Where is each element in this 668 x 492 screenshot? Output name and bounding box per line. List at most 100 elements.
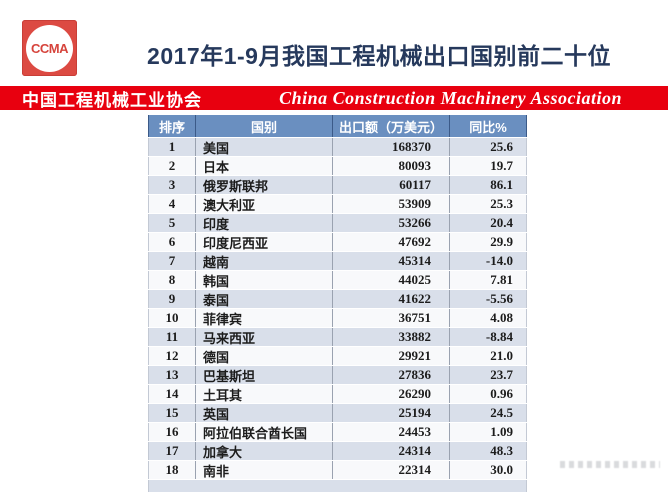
- country-cell: 土耳其: [196, 385, 333, 403]
- export-value-cell: 27836: [333, 366, 450, 384]
- rank-cell: 8: [148, 271, 196, 289]
- yoy-cell: 29.9: [450, 233, 527, 251]
- rank-cell: 6: [148, 233, 196, 251]
- table-body: 1 美国 168370 25.6 2 日本 80093 19.7 3 俄罗斯联邦 60117 86.1…: [148, 138, 527, 479]
- export-value-cell: 29921: [333, 347, 450, 365]
- export-value-cell: 47692: [333, 233, 450, 251]
- export-value-cell: 26290: [333, 385, 450, 403]
- rank-cell: 7: [148, 252, 196, 270]
- table-row: 1 美国 168370 25.6: [148, 138, 527, 156]
- export-value-cell: 33882: [333, 328, 450, 346]
- header-country: 国别: [196, 115, 333, 137]
- header-export-value: 出口额（万美元）: [333, 115, 450, 137]
- ccma-logo: CCMA: [22, 20, 77, 76]
- table-row: 5 印度 53266 20.4: [148, 214, 527, 232]
- yoy-cell: 48.3: [450, 442, 527, 460]
- table-row: 18 南非 22314 30.0: [148, 461, 527, 479]
- association-banner: 中国工程机械工业协会 China Construction Machinery …: [0, 86, 668, 110]
- country-cell: 巴基斯坦: [196, 366, 333, 384]
- table-row: 10 菲律宾 36751 4.08: [148, 309, 527, 327]
- rank-cell: 9: [148, 290, 196, 308]
- header-rank: 排序: [148, 115, 196, 137]
- country-cell: 越南: [196, 252, 333, 270]
- rank-cell: 5: [148, 214, 196, 232]
- yoy-cell: 1.09: [450, 423, 527, 441]
- export-value-cell: 53909: [333, 195, 450, 213]
- table-row: 12 德国 29921 21.0: [148, 347, 527, 365]
- country-cell: 韩国: [196, 271, 333, 289]
- country-cell: 德国: [196, 347, 333, 365]
- ccma-logo-circle: CCMA: [26, 24, 73, 72]
- ccma-logo-text: CCMA: [31, 40, 69, 56]
- association-name-chinese: 中国工程机械工业协会: [22, 90, 202, 110]
- country-cell: 英国: [196, 404, 333, 422]
- country-cell: 马来西亚: [196, 328, 333, 346]
- table-row: 7 越南 45314 -14.0: [148, 252, 527, 270]
- export-value-cell: 53266: [333, 214, 450, 232]
- yoy-cell: 25.3: [450, 195, 527, 213]
- export-value-cell: 45314: [333, 252, 450, 270]
- rank-cell: 17: [148, 442, 196, 460]
- yoy-cell: 24.5: [450, 404, 527, 422]
- yoy-cell: -5.56: [450, 290, 527, 308]
- country-cell: 俄罗斯联邦: [196, 176, 333, 194]
- yoy-cell: 30.0: [450, 461, 527, 479]
- export-value-cell: 36751: [333, 309, 450, 327]
- country-cell: 日本: [196, 157, 333, 175]
- export-value-cell: 25194: [333, 404, 450, 422]
- yoy-cell: -8.84: [450, 328, 527, 346]
- rank-cell: 3: [148, 176, 196, 194]
- yoy-cell: 0.96: [450, 385, 527, 403]
- rank-cell: 4: [148, 195, 196, 213]
- country-cell: 泰国: [196, 290, 333, 308]
- table-row: 16 阿拉伯联合酋长国 24453 1.09: [148, 423, 527, 441]
- yoy-cell: 25.6: [450, 138, 527, 156]
- watermark-artifact: [560, 461, 660, 468]
- country-cell: 澳大利亚: [196, 195, 333, 213]
- export-ranking-table: 排序 国别 出口额（万美元） 同比% 1 美国 168370 25.6 2 日本 80093…: [148, 115, 527, 492]
- table-row: 17 加拿大 24314 48.3: [148, 442, 527, 460]
- export-value-cell: 22314: [333, 461, 450, 479]
- yoy-cell: 20.4: [450, 214, 527, 232]
- rank-cell: 2: [148, 157, 196, 175]
- rank-cell: 12: [148, 347, 196, 365]
- rank-cell: 18: [148, 461, 196, 479]
- table-row: 4 澳大利亚 53909 25.3: [148, 195, 527, 213]
- rank-cell: 10: [148, 309, 196, 327]
- country-cell: 菲律宾: [196, 309, 333, 327]
- export-value-cell: 24314: [333, 442, 450, 460]
- export-value-cell: 44025: [333, 271, 450, 289]
- table-header-row: 排序 国别 出口额（万美元） 同比%: [148, 115, 527, 137]
- table-row: 3 俄罗斯联邦 60117 86.1: [148, 176, 527, 194]
- rank-cell: 11: [148, 328, 196, 346]
- yoy-cell: 7.81: [450, 271, 527, 289]
- yoy-cell: 4.08: [450, 309, 527, 327]
- country-cell: 南非: [196, 461, 333, 479]
- yoy-cell: 86.1: [450, 176, 527, 194]
- table-row: 13 巴基斯坦 27836 23.7: [148, 366, 527, 384]
- rank-cell: 14: [148, 385, 196, 403]
- table-row: 15 英国 25194 24.5: [148, 404, 527, 422]
- yoy-cell: 21.0: [450, 347, 527, 365]
- yoy-cell: 19.7: [450, 157, 527, 175]
- country-cell: 美国: [196, 138, 333, 156]
- rank-cell: 15: [148, 404, 196, 422]
- page-title: 2017年1-9月我国工程机械出口国别前二十位: [147, 43, 611, 69]
- country-cell: 阿拉伯联合酋长国: [196, 423, 333, 441]
- country-cell: 印度: [196, 214, 333, 232]
- table-row: 8 韩国 44025 7.81: [148, 271, 527, 289]
- export-value-cell: 41622: [333, 290, 450, 308]
- association-name-english: China Construction Machinery Association: [279, 87, 622, 108]
- country-cell: 印度尼西亚: [196, 233, 333, 251]
- yoy-cell: 23.7: [450, 366, 527, 384]
- table-row: 11 马来西亚 33882 -8.84: [148, 328, 527, 346]
- export-value-cell: 24453: [333, 423, 450, 441]
- rank-cell: 16: [148, 423, 196, 441]
- export-value-cell: 60117: [333, 176, 450, 194]
- table-row: 14 土耳其 26290 0.96: [148, 385, 527, 403]
- table-row: 2 日本 80093 19.7: [148, 157, 527, 175]
- export-value-cell: 168370: [333, 138, 450, 156]
- rank-cell: 1: [148, 138, 196, 156]
- rank-cell: 13: [148, 366, 196, 384]
- table-row-partial: [148, 480, 527, 492]
